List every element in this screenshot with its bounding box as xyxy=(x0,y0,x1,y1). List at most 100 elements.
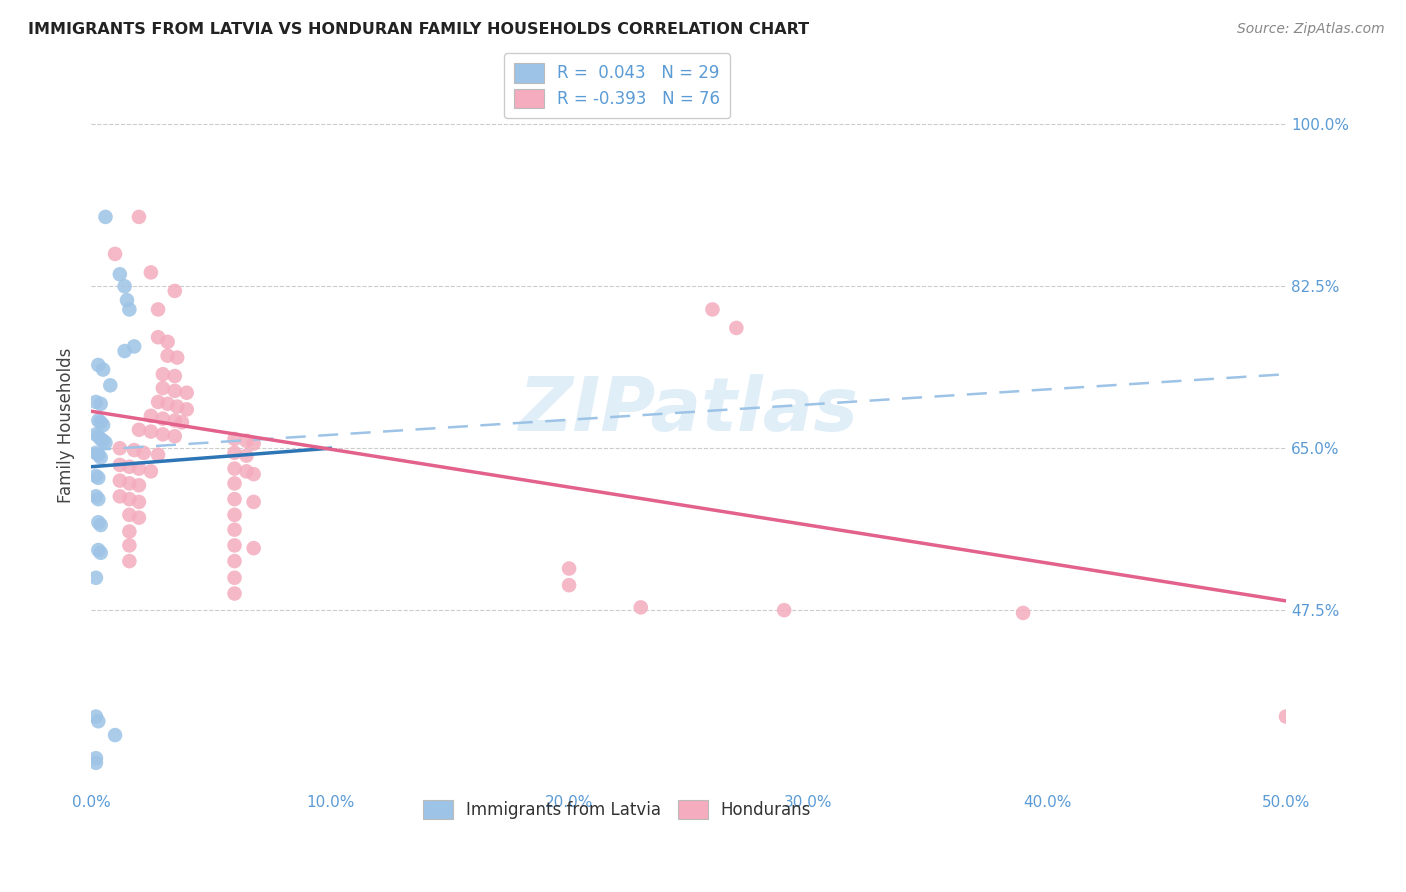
Point xyxy=(152,381,174,395)
Point xyxy=(84,427,107,442)
Point xyxy=(163,384,186,398)
Text: IMMIGRANTS FROM LATVIA VS HONDURAN FAMILY HOUSEHOLDS CORRELATION CHART: IMMIGRANTS FROM LATVIA VS HONDURAN FAMIL… xyxy=(28,22,810,37)
Text: Source: ZipAtlas.com: Source: ZipAtlas.com xyxy=(1237,22,1385,37)
Point xyxy=(84,571,107,585)
Point xyxy=(128,210,150,224)
Point xyxy=(87,543,110,558)
Point xyxy=(118,476,141,491)
Y-axis label: Family Households: Family Households xyxy=(58,347,75,503)
Point xyxy=(91,362,114,376)
Point xyxy=(108,489,131,503)
Point xyxy=(630,600,652,615)
Point xyxy=(224,432,246,446)
Text: ZIPatlas: ZIPatlas xyxy=(519,374,859,447)
Point xyxy=(84,709,107,723)
Point xyxy=(156,349,179,363)
Point xyxy=(224,492,246,507)
Point xyxy=(84,469,107,483)
Point xyxy=(90,546,112,560)
Point xyxy=(224,446,246,460)
Point xyxy=(235,464,257,478)
Point xyxy=(146,302,169,317)
Point xyxy=(224,508,246,522)
Point xyxy=(773,603,796,617)
Point xyxy=(87,448,110,462)
Point xyxy=(163,284,186,298)
Point xyxy=(90,518,112,533)
Point xyxy=(108,474,131,488)
Point xyxy=(90,415,112,429)
Point xyxy=(128,495,150,509)
Point xyxy=(558,561,581,575)
Point xyxy=(132,446,155,460)
Point xyxy=(176,385,198,400)
Point xyxy=(725,321,748,335)
Point xyxy=(128,461,150,475)
Point xyxy=(87,492,110,507)
Point xyxy=(87,413,110,427)
Point xyxy=(156,334,179,349)
Point xyxy=(146,395,169,409)
Point xyxy=(87,515,110,529)
Point xyxy=(224,571,246,585)
Point xyxy=(139,425,162,439)
Point xyxy=(90,432,112,446)
Point xyxy=(118,492,141,507)
Point xyxy=(170,415,193,429)
Point xyxy=(118,538,141,552)
Point xyxy=(224,554,246,568)
Point xyxy=(166,351,188,365)
Point xyxy=(224,586,246,600)
Point xyxy=(91,418,114,433)
Point xyxy=(84,756,107,770)
Point xyxy=(235,434,257,448)
Point xyxy=(146,330,169,344)
Point xyxy=(163,413,186,427)
Point xyxy=(84,751,107,765)
Point xyxy=(128,423,150,437)
Point xyxy=(176,402,198,417)
Point xyxy=(87,429,110,443)
Point xyxy=(104,247,127,261)
Point xyxy=(87,714,110,729)
Point xyxy=(90,397,112,411)
Point xyxy=(108,267,131,281)
Point xyxy=(108,442,131,456)
Point xyxy=(1012,606,1035,620)
Point xyxy=(224,461,246,475)
Point xyxy=(163,369,186,384)
Point xyxy=(118,554,141,568)
Point xyxy=(84,489,107,503)
Point xyxy=(558,578,581,592)
Point xyxy=(152,368,174,382)
Point xyxy=(242,436,264,450)
Point xyxy=(128,478,150,492)
Point xyxy=(122,443,145,458)
Point xyxy=(87,471,110,485)
Point xyxy=(242,495,264,509)
Point xyxy=(1275,709,1298,723)
Point xyxy=(163,429,186,443)
Point xyxy=(91,434,114,448)
Point xyxy=(84,446,107,460)
Point xyxy=(224,476,246,491)
Point xyxy=(702,302,724,317)
Point xyxy=(224,538,246,552)
Point xyxy=(224,523,246,537)
Point xyxy=(139,409,162,423)
Point xyxy=(152,411,174,425)
Point xyxy=(152,427,174,442)
Point xyxy=(108,458,131,472)
Point xyxy=(94,210,117,224)
Point xyxy=(146,448,169,462)
Point xyxy=(114,279,136,293)
Point xyxy=(104,728,127,742)
Point xyxy=(235,449,257,463)
Point xyxy=(118,302,141,317)
Point xyxy=(156,397,179,411)
Legend: Immigrants from Latvia, Hondurans: Immigrants from Latvia, Hondurans xyxy=(416,794,818,826)
Point xyxy=(114,344,136,359)
Point xyxy=(94,435,117,450)
Point xyxy=(122,339,145,353)
Point xyxy=(118,459,141,474)
